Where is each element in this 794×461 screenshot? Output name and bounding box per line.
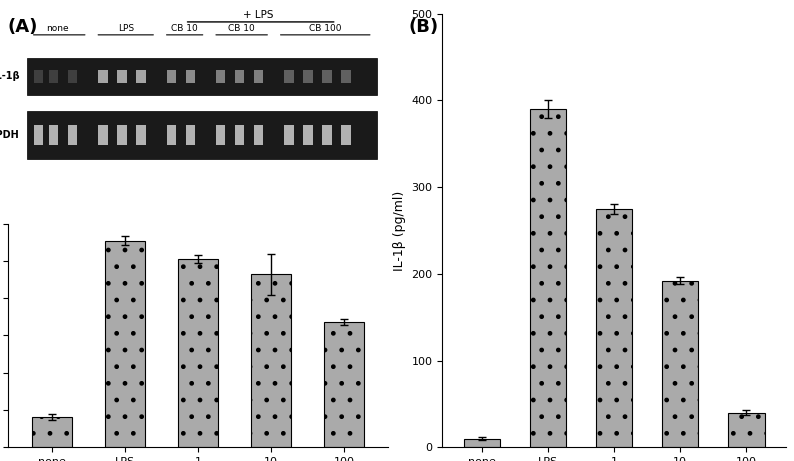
FancyBboxPatch shape [137,125,145,145]
FancyBboxPatch shape [254,125,264,145]
FancyBboxPatch shape [341,70,351,83]
Bar [728,413,765,447]
FancyBboxPatch shape [167,125,176,145]
Text: CB 10: CB 10 [228,24,255,33]
FancyBboxPatch shape [27,111,376,160]
FancyBboxPatch shape [186,125,195,145]
FancyBboxPatch shape [98,70,108,83]
Text: GAPDH: GAPDH [0,130,19,140]
Bar [251,274,291,447]
Text: (A): (A) [8,18,38,36]
Text: + LPS: + LPS [244,10,274,20]
FancyBboxPatch shape [254,70,264,83]
FancyBboxPatch shape [48,125,58,145]
FancyBboxPatch shape [118,125,127,145]
FancyBboxPatch shape [216,125,225,145]
FancyBboxPatch shape [341,125,351,145]
Text: LPS: LPS [118,24,134,33]
FancyBboxPatch shape [27,58,376,95]
FancyBboxPatch shape [235,70,245,83]
FancyBboxPatch shape [118,70,127,83]
Bar [662,281,699,447]
FancyBboxPatch shape [284,125,294,145]
FancyBboxPatch shape [303,70,313,83]
FancyBboxPatch shape [216,70,225,83]
Bar [178,259,218,447]
Bar [324,322,364,447]
FancyBboxPatch shape [33,125,43,145]
Bar [530,109,566,447]
FancyBboxPatch shape [27,25,376,167]
FancyBboxPatch shape [322,125,332,145]
FancyBboxPatch shape [186,70,195,83]
Text: CB 100: CB 100 [309,24,341,33]
FancyBboxPatch shape [67,70,77,83]
Text: (B): (B) [409,18,439,36]
FancyBboxPatch shape [67,125,77,145]
Text: CB 10: CB 10 [172,24,198,33]
Bar [596,209,632,447]
FancyBboxPatch shape [284,70,294,83]
FancyBboxPatch shape [322,70,332,83]
FancyBboxPatch shape [167,70,176,83]
FancyBboxPatch shape [48,70,58,83]
FancyBboxPatch shape [235,125,245,145]
FancyBboxPatch shape [137,70,145,83]
Bar [105,241,145,447]
Bar [32,417,72,447]
FancyBboxPatch shape [98,125,108,145]
Text: IL-1β: IL-1β [0,71,19,81]
FancyBboxPatch shape [303,125,313,145]
Text: none: none [46,24,68,33]
Bar [464,438,500,447]
Y-axis label: IL-1β (pg/ml): IL-1β (pg/ml) [393,190,406,271]
FancyBboxPatch shape [33,70,43,83]
